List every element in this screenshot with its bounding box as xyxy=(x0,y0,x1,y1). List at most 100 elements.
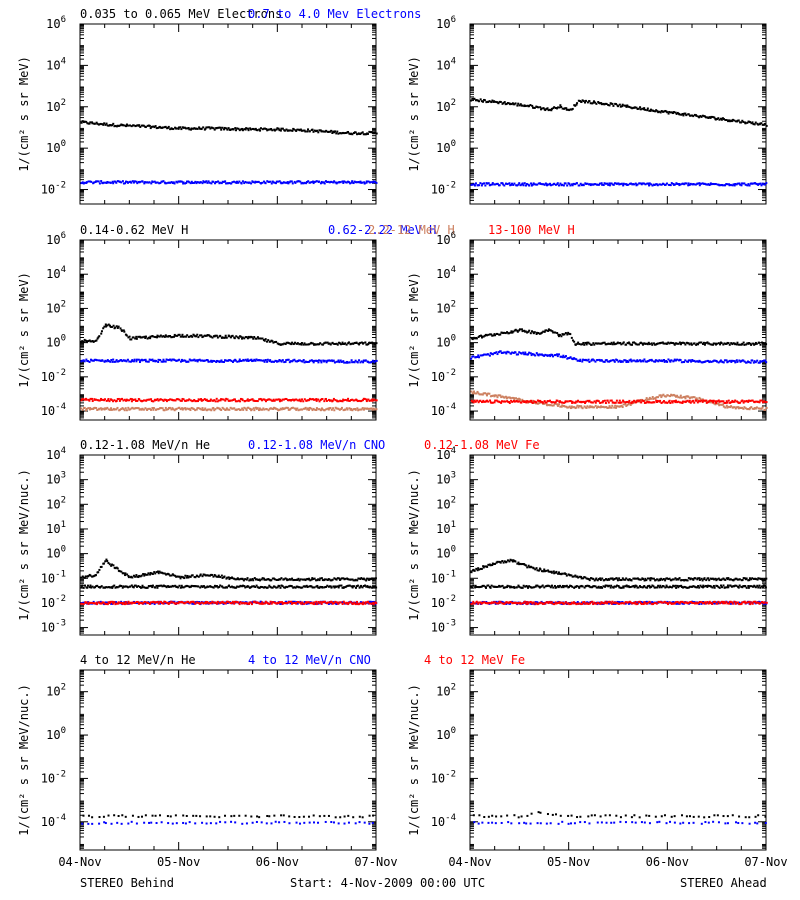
data-point xyxy=(220,182,223,185)
data-point xyxy=(203,585,206,588)
data-point xyxy=(294,398,297,401)
data-point xyxy=(91,575,94,578)
data-point xyxy=(509,184,512,187)
data-point xyxy=(91,397,94,400)
data-point xyxy=(754,407,757,410)
data-point xyxy=(706,183,709,186)
legend-entry-blue: 0.12-1.08 MeV/n CNO xyxy=(248,438,385,452)
data-point xyxy=(485,334,488,337)
data-point xyxy=(281,343,284,346)
data-point xyxy=(352,342,355,345)
data-point xyxy=(273,129,276,132)
data-point xyxy=(547,183,550,186)
data-point xyxy=(348,181,351,184)
data-point xyxy=(145,399,148,402)
data-point xyxy=(83,576,86,579)
data-point xyxy=(142,573,145,576)
data-point xyxy=(327,602,330,605)
data-point xyxy=(285,585,288,588)
data-point xyxy=(199,574,202,577)
data-point xyxy=(222,180,225,183)
data-point xyxy=(357,132,360,135)
data-point xyxy=(261,337,264,340)
data-point xyxy=(125,180,128,183)
data-point xyxy=(90,180,93,183)
data-point xyxy=(162,572,165,575)
data-point xyxy=(351,578,354,581)
y-tick-label: 101 xyxy=(46,520,66,536)
data-point xyxy=(244,586,247,589)
data-point xyxy=(543,400,546,403)
data-point xyxy=(578,405,581,408)
data-point xyxy=(591,102,594,105)
data-point xyxy=(114,180,117,183)
data-point xyxy=(350,585,353,588)
data-point xyxy=(528,104,531,107)
data-point xyxy=(220,408,223,411)
data-point xyxy=(546,107,549,110)
data-point xyxy=(135,602,138,605)
data-point xyxy=(759,343,762,346)
data-point xyxy=(705,399,708,402)
data-point xyxy=(98,123,101,126)
data-point xyxy=(549,355,552,358)
data-point xyxy=(347,578,350,581)
data-point xyxy=(757,361,760,364)
data-point xyxy=(180,128,183,131)
y-tick-exponent: -2 xyxy=(445,181,456,191)
data-point xyxy=(646,400,649,403)
data-point xyxy=(654,343,657,346)
data-point xyxy=(482,400,485,403)
data-point xyxy=(360,399,363,402)
data-point xyxy=(179,577,182,580)
data-point xyxy=(200,399,203,402)
data-point xyxy=(247,359,250,362)
data-point xyxy=(306,361,309,364)
data-point xyxy=(763,122,766,125)
data-point xyxy=(338,361,341,364)
data-point xyxy=(192,359,195,362)
data-point xyxy=(122,359,125,362)
data-point xyxy=(320,361,323,364)
data-point xyxy=(218,585,221,588)
data-point xyxy=(747,400,750,403)
data-point xyxy=(220,574,223,577)
data-point xyxy=(654,110,657,113)
data-point xyxy=(167,573,170,576)
data-point xyxy=(363,397,366,400)
data-point xyxy=(369,585,372,588)
data-point xyxy=(511,396,514,399)
data-point xyxy=(666,394,669,397)
data-point xyxy=(489,395,492,398)
data-point xyxy=(651,184,654,187)
data-point xyxy=(373,343,376,346)
data-point xyxy=(655,399,658,402)
data-point xyxy=(114,567,117,570)
data-point xyxy=(571,184,574,187)
data-point xyxy=(258,398,261,401)
data-point xyxy=(479,98,482,101)
data-point xyxy=(157,358,160,361)
data-point xyxy=(157,360,160,363)
data-point xyxy=(318,400,321,403)
data-point xyxy=(501,182,504,185)
data-point xyxy=(238,358,241,361)
data-point xyxy=(141,602,144,605)
data-point xyxy=(572,182,575,185)
data-point xyxy=(222,602,225,605)
data-point xyxy=(739,121,742,124)
data-point xyxy=(296,602,299,605)
data-point xyxy=(536,402,539,405)
data-point xyxy=(81,359,84,362)
data-point xyxy=(289,578,292,581)
data-point xyxy=(646,107,649,110)
data-point xyxy=(507,351,510,354)
data-point xyxy=(135,180,138,183)
data-point xyxy=(126,399,129,402)
data-point xyxy=(536,331,539,334)
data-point xyxy=(311,180,314,183)
data-point xyxy=(107,360,110,363)
data-point xyxy=(112,122,115,125)
y-tick-exponent: -4 xyxy=(55,402,66,412)
data-point xyxy=(693,359,696,362)
